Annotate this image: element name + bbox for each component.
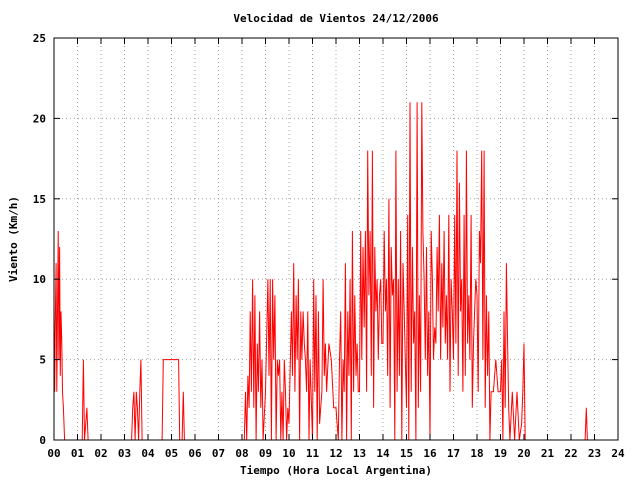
x-ticks: 00 01 02 03 04 05 06 07 08 09 10 11 12 13 14 15 16 17 18 19… (47, 38, 625, 460)
x-tick-label: 20 (517, 447, 530, 460)
x-tick-label: 10 (282, 447, 295, 460)
series-layer (53, 102, 588, 441)
x-tick-label: 17 (447, 447, 460, 460)
x-tick-label: 06 (188, 447, 202, 460)
x-tick-label: 12 (329, 447, 342, 460)
y-ticks: 0 5 10 15 20 25 (33, 32, 618, 447)
x-tick-label: 22 (564, 447, 577, 460)
x-tick-label: 15 (400, 447, 413, 460)
x-axis-label: Tiempo (Hora Local Argentina) (240, 464, 432, 477)
x-tick-label: 03 (118, 447, 131, 460)
grid-layer (54, 38, 618, 440)
wind-speed-series (53, 102, 588, 441)
y-tick-label: 0 (39, 434, 46, 447)
x-tick-label: 00 (47, 447, 60, 460)
x-tick-label: 23 (588, 447, 601, 460)
y-tick-label: 15 (33, 193, 46, 206)
x-tick-label: 04 (141, 447, 155, 460)
y-axis-label: Viento (Km/h) (7, 196, 20, 282)
x-tick-label: 02 (94, 447, 107, 460)
y-tick-label: 5 (39, 354, 46, 367)
x-tick-label: 08 (235, 447, 248, 460)
x-tick-label: 05 (165, 447, 178, 460)
chart-title: Velocidad de Vientos 24/12/2006 (233, 12, 439, 25)
x-tick-label: 14 (376, 447, 390, 460)
x-tick-label: 19 (494, 447, 507, 460)
x-tick-label: 09 (259, 447, 272, 460)
y-tick-label: 10 (33, 273, 46, 286)
x-tick-label: 16 (423, 447, 437, 460)
x-tick-label: 18 (470, 447, 483, 460)
x-tick-label: 21 (541, 447, 555, 460)
y-tick-label: 20 (33, 112, 46, 125)
x-tick-label: 11 (306, 447, 320, 460)
x-tick-label: 24 (611, 447, 625, 460)
y-tick-label: 25 (33, 32, 46, 45)
x-tick-label: 07 (212, 447, 225, 460)
x-tick-label: 13 (353, 447, 366, 460)
x-tick-label: 01 (71, 447, 85, 460)
